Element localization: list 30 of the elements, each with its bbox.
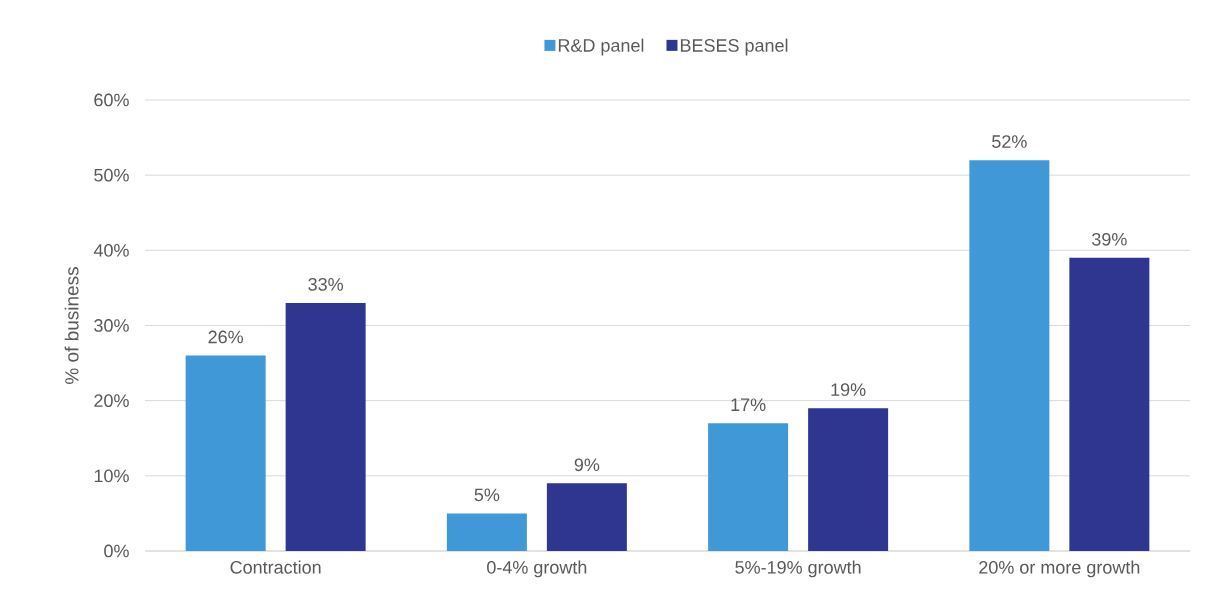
data-label: 19% — [831, 383, 866, 396]
bar — [708, 423, 789, 551]
data-label: 26% — [208, 330, 243, 344]
x-tick-label: Contraction — [230, 560, 321, 574]
x-tick-label: 5%-19% growth — [735, 560, 861, 578]
data-label: 33% — [308, 277, 343, 291]
bar — [185, 355, 266, 551]
y-axis-title: % of business — [64, 267, 79, 384]
y-tick-label: 50% — [94, 168, 129, 182]
data-label: 17% — [731, 398, 766, 412]
bar — [546, 483, 627, 551]
y-tick-label: 20% — [94, 394, 129, 408]
x-tick-label: 20% or more growth — [979, 560, 1140, 578]
y-tick-label: 60% — [94, 93, 129, 107]
y-tick-label: 0% — [104, 544, 129, 558]
bar — [446, 513, 527, 551]
y-tick-label: 30% — [94, 319, 129, 332]
data-label: 9% — [574, 458, 600, 472]
x-tick-label: 0-4% growth — [487, 560, 587, 578]
data-label: 52% — [992, 135, 1027, 148]
y-tick-label: 40% — [93, 243, 129, 257]
y-tick-label: 10% — [94, 469, 129, 483]
legend-label: BESES panel — [680, 38, 788, 56]
data-label: 5% — [474, 488, 500, 502]
bar — [285, 302, 366, 551]
bar — [808, 408, 889, 551]
legend-label: R&D panel — [558, 38, 644, 56]
data-label: 39% — [1092, 232, 1127, 246]
bar — [1069, 257, 1150, 551]
bar — [969, 160, 1050, 551]
